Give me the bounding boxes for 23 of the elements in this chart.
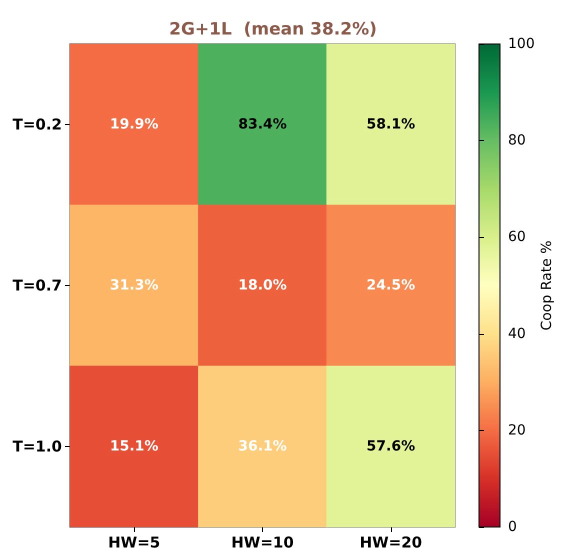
color-bar-label: 40	[508, 326, 526, 342]
x-tick-label: HW=5	[108, 534, 160, 552]
color-bar-label: 0	[508, 519, 517, 535]
data-label: 15.1%	[110, 438, 158, 454]
data-label: 36.1%	[238, 438, 287, 454]
color-bar-label: 20	[508, 422, 526, 438]
x-tick-label: HW=20	[360, 534, 422, 552]
data-label: 31.3%	[110, 278, 158, 294]
data-label: 57.6%	[366, 438, 416, 454]
data-label: 19.9%	[110, 116, 158, 132]
data-label: 83.4%	[238, 116, 287, 132]
data-label: 24.5%	[366, 278, 416, 294]
data-label: 58.1%	[366, 116, 416, 132]
y-tick-label: T=0.2	[12, 116, 62, 134]
color-bar-label: 60	[508, 229, 526, 246]
color-bar-label: 80	[508, 132, 526, 149]
x-tick-label: HW=10	[231, 534, 294, 552]
chart-title: 2G+1L (mean 38.2%)	[169, 20, 377, 40]
y-tick-label: T=1.0	[12, 438, 62, 456]
color-bar-title: Coop Rate %	[539, 240, 555, 331]
data-label: 18.0%	[238, 278, 287, 294]
y-tick-label: T=0.7	[12, 276, 62, 294]
color-bar-label: 100	[508, 36, 535, 52]
